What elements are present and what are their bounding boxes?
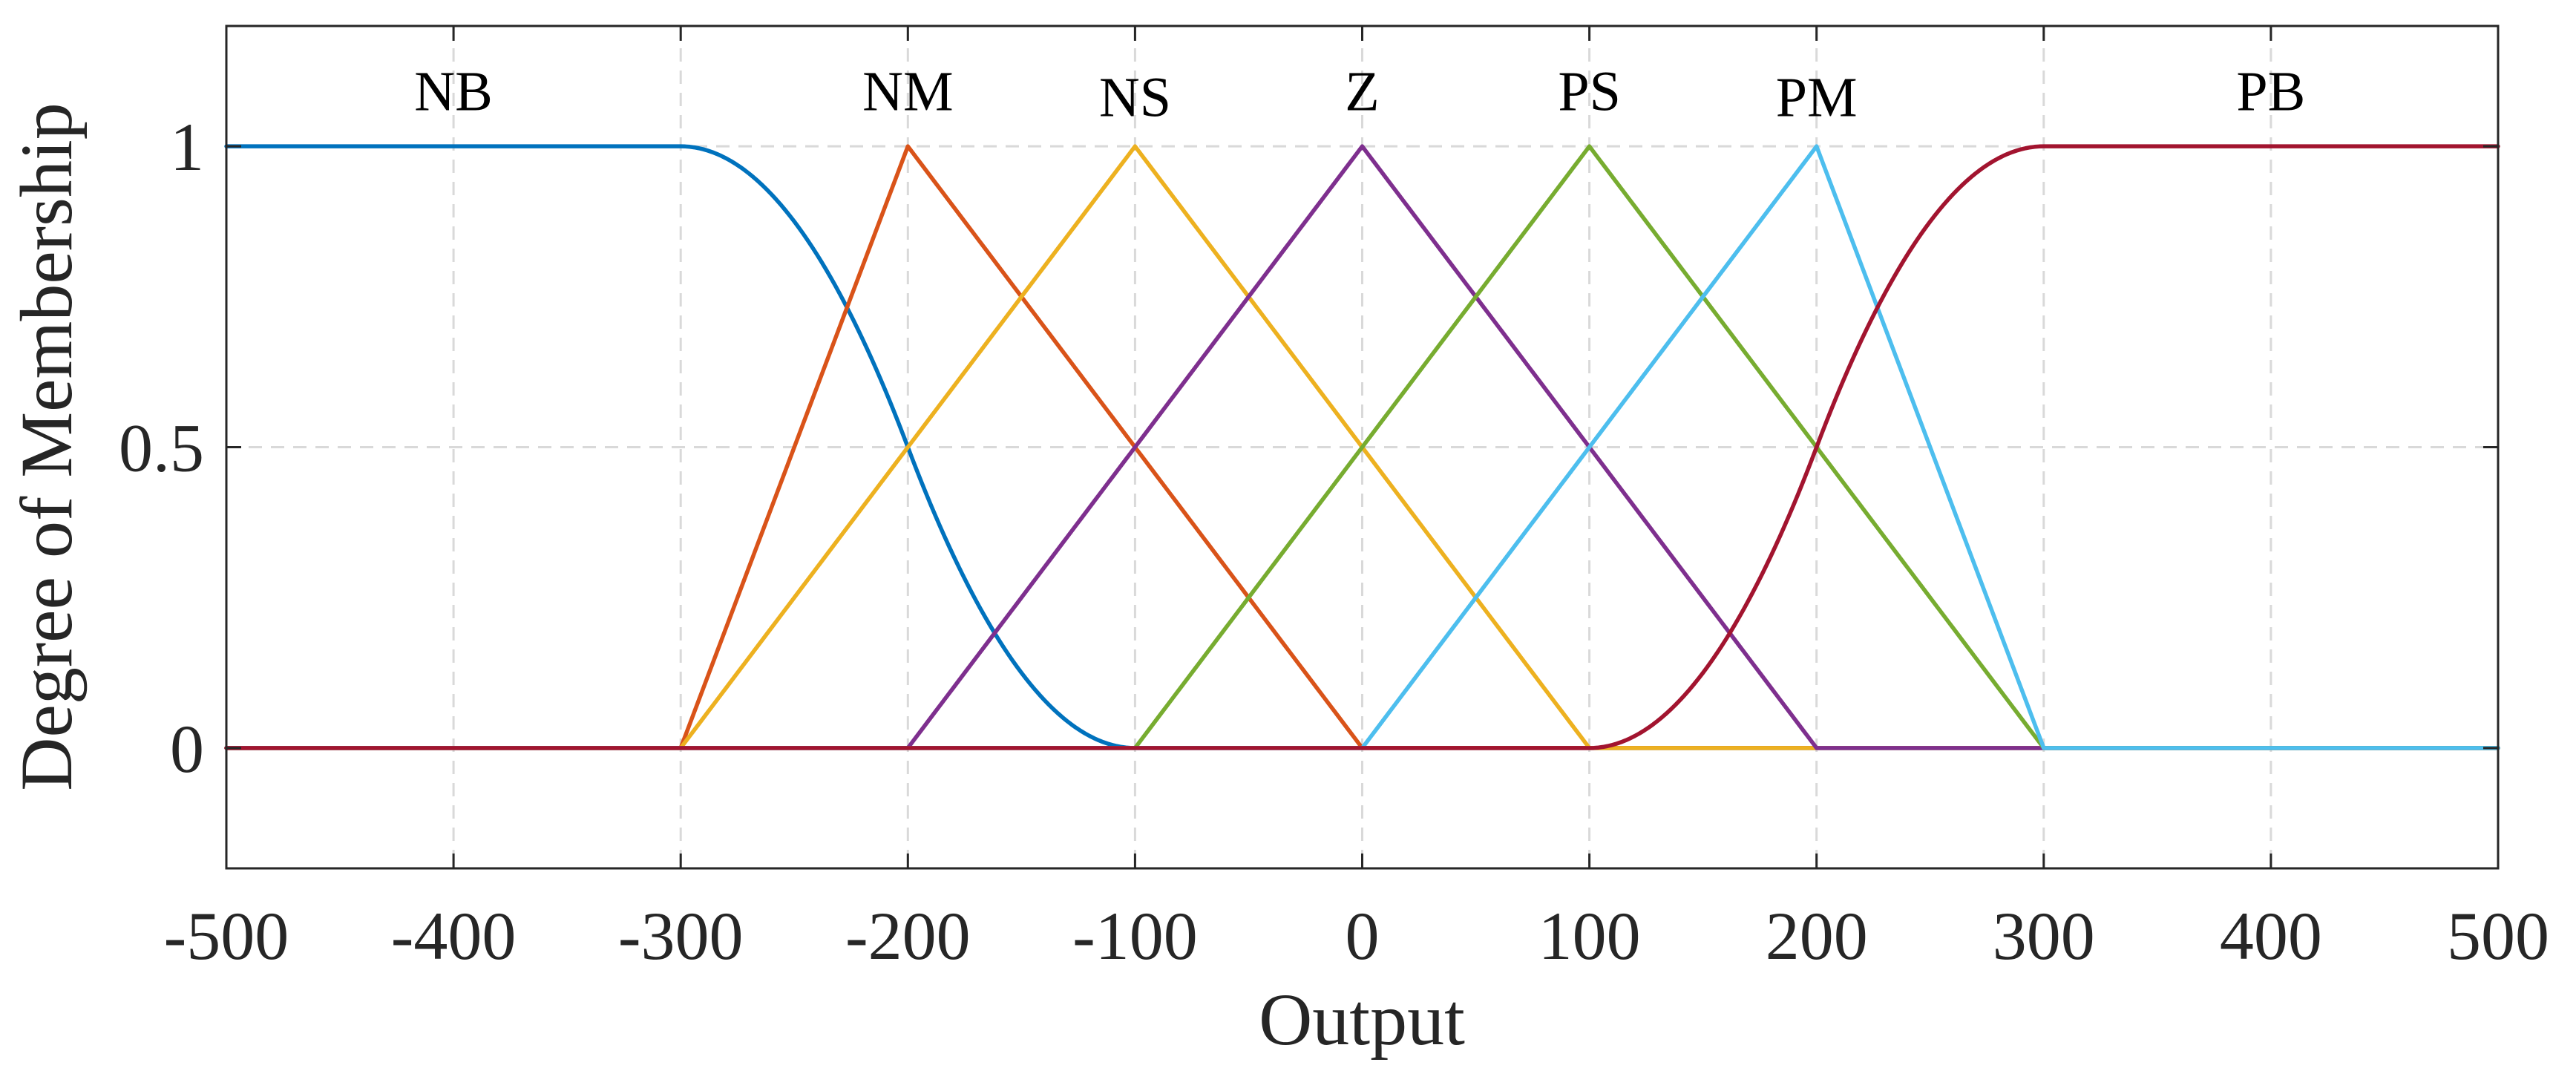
mf-label-nb: NB — [414, 61, 493, 123]
x-tick-label: -400 — [391, 898, 517, 974]
y-tick-label: 0 — [170, 711, 204, 787]
mf-label-pb: PB — [2236, 61, 2305, 123]
x-tick-label: -100 — [1072, 898, 1198, 974]
x-tick-label: 200 — [1766, 898, 1868, 974]
mf-labels: NB NM NS Z PS PM PB — [414, 61, 2305, 129]
mf-label-pm: PM — [1776, 67, 1858, 129]
x-tick-label: 400 — [2220, 898, 2322, 974]
x-tick-label: -200 — [845, 898, 971, 974]
mf-label-ns: NS — [1099, 67, 1171, 129]
series-line-pb — [224, 144, 2500, 750]
y-axis-label: Degree of Membership — [5, 102, 88, 790]
x-tick-label: 100 — [1538, 898, 1641, 974]
x-tick-label: 300 — [1993, 898, 2095, 974]
y-tick-label: 0.5 — [119, 410, 204, 486]
ticks: -500 -400 -300 -200 -100 0 100 200 300 400 500 0 0.5… — [119, 26, 2549, 974]
x-axis-label: Output — [1259, 978, 1465, 1061]
x-tick-label: -500 — [164, 898, 289, 974]
x-tick-label: -300 — [618, 898, 744, 974]
x-tick-label: 0 — [1346, 898, 1380, 974]
mf-label-ps: PS — [1558, 61, 1621, 123]
mf-label-z: Z — [1345, 61, 1379, 123]
mf-label-nm: NM — [862, 61, 953, 123]
y-tick-label: 1 — [170, 109, 204, 185]
series-group — [224, 144, 2500, 750]
x-tick-label: 500 — [2447, 898, 2549, 974]
